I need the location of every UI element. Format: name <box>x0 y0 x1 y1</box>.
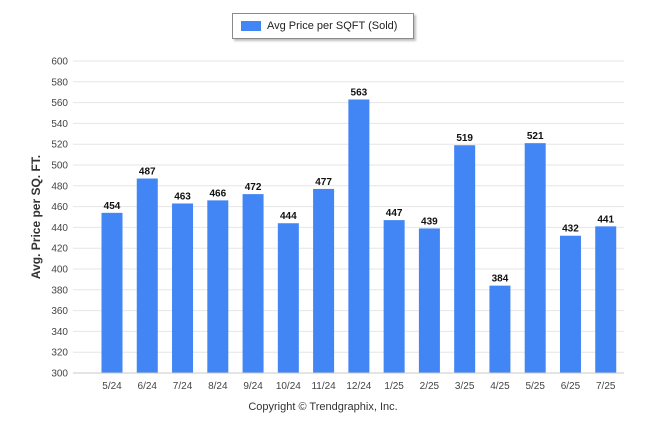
x-tick-label: 12/24 <box>346 381 371 392</box>
bar-value-label: 466 <box>209 188 226 199</box>
bar <box>101 212 123 373</box>
x-tick-label: 8/24 <box>208 381 228 392</box>
bar-value-label: 519 <box>456 133 473 144</box>
y-tick-label: 400 <box>51 265 68 276</box>
x-tick-label: 1/25 <box>384 381 404 392</box>
x-tick-label: 7/25 <box>596 381 616 392</box>
x-tick-label: 5/25 <box>525 381 545 392</box>
x-tick-label: 10/24 <box>276 381 301 392</box>
y-tick-label: 540 <box>51 119 68 130</box>
legend-label: Avg Price per SQFT (Sold) <box>267 20 398 32</box>
bar <box>348 99 370 373</box>
bar-value-label: 521 <box>527 131 544 142</box>
bar-value-label: 563 <box>351 87 368 98</box>
bar-value-label: 472 <box>245 182 262 193</box>
bar-value-label: 441 <box>597 214 614 225</box>
bar-value-label: 384 <box>492 274 509 285</box>
bar <box>172 203 194 373</box>
x-axis-ticks: 5/24 6/24 7/24 8/24 9/24 10/24 11/24 12/24 1/25 2… <box>102 381 616 392</box>
bar-value-label: 432 <box>562 224 579 235</box>
bar-value-label: 447 <box>386 208 403 219</box>
x-tick-label: 3/25 <box>455 381 475 392</box>
legend[interactable]: Avg Price per SQFT (Sold) <box>232 13 414 39</box>
y-tick-label: 600 <box>51 57 68 68</box>
y-tick-label: 360 <box>51 306 68 317</box>
x-tick-label: 6/25 <box>561 381 581 392</box>
bar-value-label: 439 <box>421 216 438 227</box>
bar <box>383 220 405 373</box>
bar <box>277 223 299 373</box>
bar <box>595 226 617 373</box>
y-tick-label: 520 <box>51 140 68 151</box>
bar-value-label: 477 <box>315 177 332 188</box>
y-tick-label: 320 <box>51 348 68 359</box>
y-axis-label: Avg. Price per SQ. FT. <box>29 155 43 279</box>
x-tick-label: 11/24 <box>311 381 336 392</box>
y-tick-label: 380 <box>51 285 68 296</box>
x-tick-label: 5/24 <box>102 381 122 392</box>
copyright-footer: Copyright © Trendgraphix, Inc. <box>248 401 398 413</box>
x-tick-label: 7/24 <box>173 381 193 392</box>
bar <box>489 285 511 373</box>
bar <box>559 235 581 373</box>
y-tick-label: 500 <box>51 161 68 172</box>
y-tick-label: 480 <box>51 181 68 192</box>
bar <box>207 200 229 373</box>
y-tick-label: 440 <box>51 223 68 234</box>
x-tick-label: 9/24 <box>243 381 263 392</box>
bar-value-label: 487 <box>139 167 156 178</box>
x-tick-label: 4/25 <box>490 381 510 392</box>
y-tick-label: 460 <box>51 202 68 213</box>
bar <box>242 194 264 373</box>
y-tick-label: 580 <box>51 77 68 88</box>
y-tick-label: 340 <box>51 327 68 338</box>
y-tick-label: 420 <box>51 244 68 255</box>
bar <box>418 228 440 373</box>
y-axis-ticks: 300 320 340 360 380 400 420 440 460 480 500 520 540 5… <box>51 57 68 380</box>
bar <box>313 188 335 373</box>
bar-value-label: 463 <box>174 191 191 202</box>
x-tick-label: 2/25 <box>420 381 440 392</box>
bar <box>136 178 158 373</box>
bar-value-label: 454 <box>104 201 121 212</box>
bar-labels: 454 487 463 466 472 444 477 563 447 439 519 384 521 4… <box>104 87 615 284</box>
bars <box>101 99 617 373</box>
y-tick-label: 300 <box>51 369 68 380</box>
x-tick-label: 6/24 <box>138 381 158 392</box>
y-tick-label: 560 <box>51 98 68 109</box>
bar-value-label: 444 <box>280 211 297 222</box>
bar <box>454 145 476 373</box>
legend-swatch <box>241 21 261 31</box>
bar <box>524 143 546 373</box>
